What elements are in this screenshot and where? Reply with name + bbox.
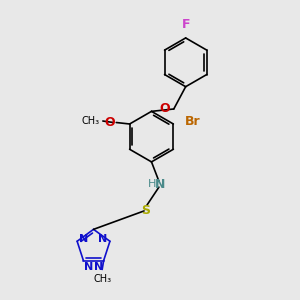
Text: CH₃: CH₃: [82, 116, 100, 126]
Text: F: F: [182, 17, 190, 31]
Text: H: H: [148, 179, 157, 189]
Text: Br: Br: [185, 115, 201, 128]
Text: CH₃: CH₃: [93, 274, 111, 284]
Text: N: N: [98, 234, 107, 244]
Text: N: N: [94, 262, 103, 272]
Text: S: S: [141, 204, 150, 218]
Text: N: N: [155, 178, 166, 191]
Text: N: N: [84, 262, 93, 272]
Text: O: O: [160, 103, 170, 116]
Text: O: O: [104, 116, 115, 129]
Text: N: N: [79, 234, 88, 244]
